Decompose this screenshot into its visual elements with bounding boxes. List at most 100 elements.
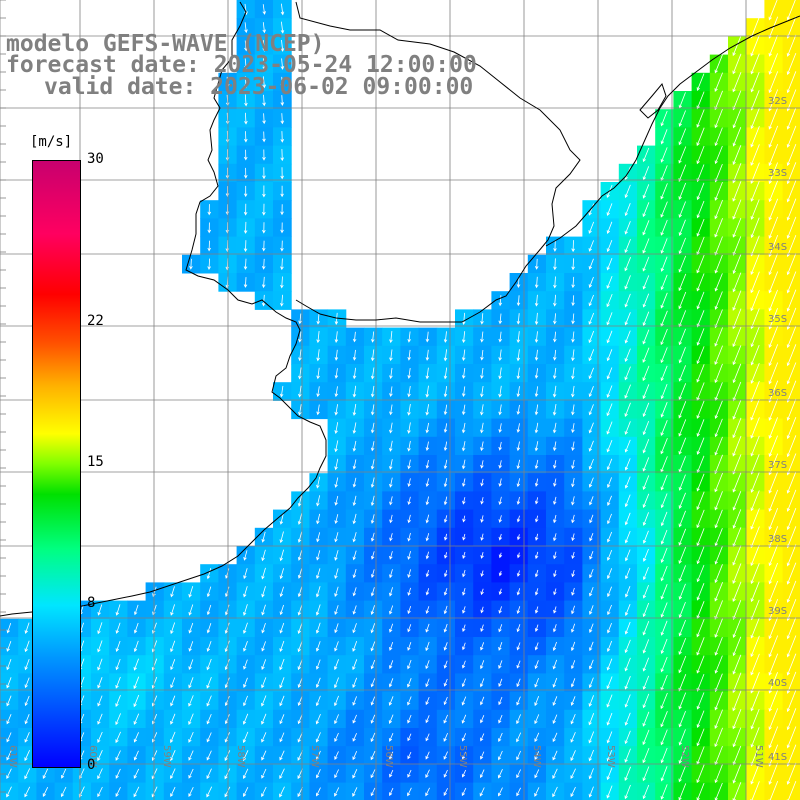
- wind-arrow: [462, 312, 466, 325]
- wind-arrow: [570, 786, 576, 798]
- wind-arrow: [242, 768, 249, 779]
- wind-arrow: [606, 385, 613, 398]
- wind-arrow: [624, 694, 631, 708]
- wind-arrow: [498, 606, 502, 614]
- wind-arrow: [553, 313, 557, 325]
- title-valid-date: valid date: 2023-06-02 09:00:00: [44, 74, 474, 100]
- wind-arrow: [768, 635, 779, 658]
- wind-arrow: [624, 239, 631, 253]
- wind-arrow: [714, 546, 723, 565]
- wind-arrow: [280, 3, 285, 16]
- wind-arrow: [786, 780, 797, 800]
- wind-arrow: [352, 623, 357, 634]
- wind-arrow: [678, 601, 686, 619]
- wind-arrow: [133, 622, 139, 634]
- wind-arrow: [370, 422, 375, 434]
- wind-arrow: [678, 765, 687, 783]
- wind-arrow: [678, 583, 686, 600]
- longitude-label: 56W: [383, 745, 394, 768]
- wind-arrow: [750, 289, 760, 312]
- latitude-label: 32S: [768, 96, 787, 107]
- wind-arrow: [606, 640, 613, 652]
- wind-arrow: [480, 642, 485, 651]
- wind-arrow: [696, 728, 705, 747]
- wind-arrow: [660, 584, 668, 600]
- wind-arrow: [606, 458, 613, 471]
- wind-arrow: [786, 125, 797, 148]
- wind-arrow: [732, 654, 742, 675]
- wind-arrow: [261, 567, 266, 580]
- wind-arrow: [750, 271, 760, 294]
- wind-arrow: [516, 295, 521, 307]
- wind-arrow: [370, 732, 376, 743]
- wind-arrow: [553, 331, 557, 343]
- wind-arrow: [462, 606, 466, 614]
- wind-arrow: [334, 787, 340, 797]
- wind-arrow: [552, 677, 558, 688]
- wind-arrow: [261, 258, 266, 270]
- wind-arrow: [732, 527, 742, 548]
- wind-arrow: [589, 586, 594, 597]
- wind-arrow: [388, 732, 394, 742]
- wind-arrow: [714, 782, 723, 800]
- wind-arrow: [786, 52, 797, 76]
- wind-arrow: [352, 550, 357, 561]
- wind-arrow: [425, 478, 430, 488]
- wind-arrow: [516, 386, 521, 398]
- wind-arrow: [498, 385, 502, 398]
- wind-arrow: [732, 254, 742, 274]
- wind-arrow: [643, 548, 649, 562]
- wind-arrow: [262, 149, 266, 161]
- wind-arrow: [370, 750, 376, 761]
- wind-arrow: [750, 217, 760, 239]
- wind-arrow: [261, 622, 266, 634]
- wind-arrow: [750, 563, 760, 585]
- wind-arrow: [714, 345, 723, 365]
- wind-arrow: [516, 624, 521, 633]
- wind-arrow: [280, 204, 284, 216]
- wind-arrow: [224, 786, 231, 798]
- wind-arrow: [206, 622, 212, 634]
- wind-arrow: [480, 551, 484, 559]
- wind-arrow: [642, 311, 650, 327]
- wind-arrow: [732, 145, 742, 165]
- wind-arrow: [224, 695, 230, 707]
- wind-arrow: [678, 474, 686, 491]
- wind-arrow: [588, 695, 594, 707]
- wind-arrow: [534, 660, 539, 670]
- wind-arrow: [625, 549, 631, 562]
- wind-arrow: [624, 257, 631, 272]
- wind-arrow: [370, 714, 376, 724]
- wind-arrow: [678, 128, 687, 146]
- wind-arrow: [750, 308, 760, 330]
- wind-arrow: [571, 496, 575, 506]
- wind-arrow: [588, 768, 594, 780]
- wind-arrow: [262, 167, 266, 180]
- wind-arrow: [334, 605, 339, 615]
- wind-arrow: [425, 606, 430, 614]
- wind-arrow: [570, 713, 576, 725]
- wind-arrow: [588, 458, 594, 470]
- wind-arrow: [243, 641, 248, 652]
- wind-arrow: [297, 659, 303, 671]
- wind-arrow: [462, 533, 466, 541]
- wind-arrow: [334, 732, 339, 742]
- wind-arrow: [660, 183, 668, 200]
- wind-arrow: [786, 726, 797, 749]
- wind-arrow: [696, 692, 705, 710]
- wind-arrow: [534, 294, 539, 307]
- wind-arrow: [696, 655, 705, 674]
- wind-arrow: [678, 419, 687, 437]
- wind-arrow: [570, 660, 576, 670]
- wind-arrow: [6, 640, 12, 652]
- wind-arrow: [243, 695, 248, 707]
- wind-arrow: [280, 222, 284, 234]
- wind-arrow: [589, 551, 594, 560]
- wind-arrow: [280, 21, 285, 34]
- wind-arrow: [750, 362, 760, 384]
- wind-arrow: [24, 768, 31, 780]
- wind-arrow: [24, 622, 30, 635]
- wind-arrow: [589, 532, 594, 542]
- wind-arrow: [389, 496, 393, 506]
- wind-arrow: [553, 294, 557, 307]
